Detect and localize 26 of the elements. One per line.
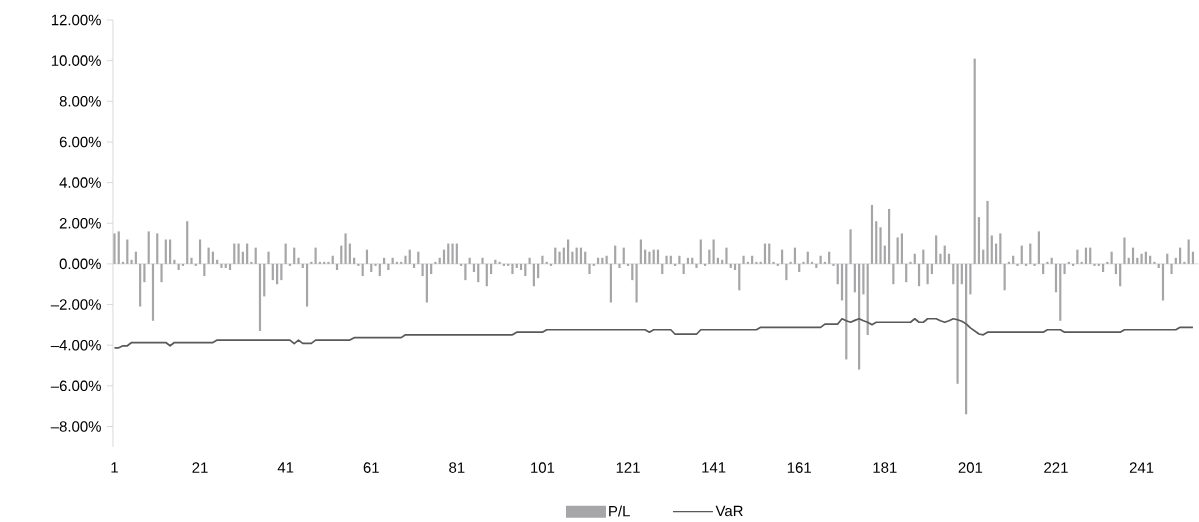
x-tick-label: 61 <box>363 462 379 473</box>
y-tick-label: 8.00% <box>59 96 101 107</box>
x-tick-label: 121 <box>616 462 640 473</box>
x-tick-label: 81 <box>449 462 465 473</box>
y-tick-label: –6.00% <box>50 380 101 392</box>
x-tick-label: 21 <box>192 462 208 473</box>
y-tick-label: –4.00% <box>50 339 101 351</box>
x-tick-label: 161 <box>787 462 811 473</box>
legend-label: P/L <box>609 505 630 517</box>
y-tick-label: 12.00% <box>51 14 101 26</box>
y-tick-label: 6.00% <box>59 136 101 148</box>
x-tick-label: 41 <box>277 462 294 473</box>
x-tick-label: 1 <box>111 462 118 473</box>
x-tick-label: 141 <box>702 462 726 473</box>
x-tick-label: 101 <box>531 462 555 473</box>
x-tick-label: 181 <box>873 462 897 473</box>
y-tick-label: 4.00% <box>59 177 101 188</box>
legend-label: VaR <box>715 505 743 517</box>
x-tick-label: 241 <box>1129 462 1154 473</box>
y-tick-label: –2.00% <box>50 299 101 310</box>
x-tick-label: 221 <box>1044 462 1068 473</box>
y-tick-label: 2.00% <box>59 218 101 229</box>
y-tick-label: 0.00% <box>59 258 101 270</box>
y-tick-label: 10.00% <box>51 55 101 66</box>
y-tick-label: –8.00% <box>50 421 101 432</box>
x-tick-label: 201 <box>958 462 983 473</box>
